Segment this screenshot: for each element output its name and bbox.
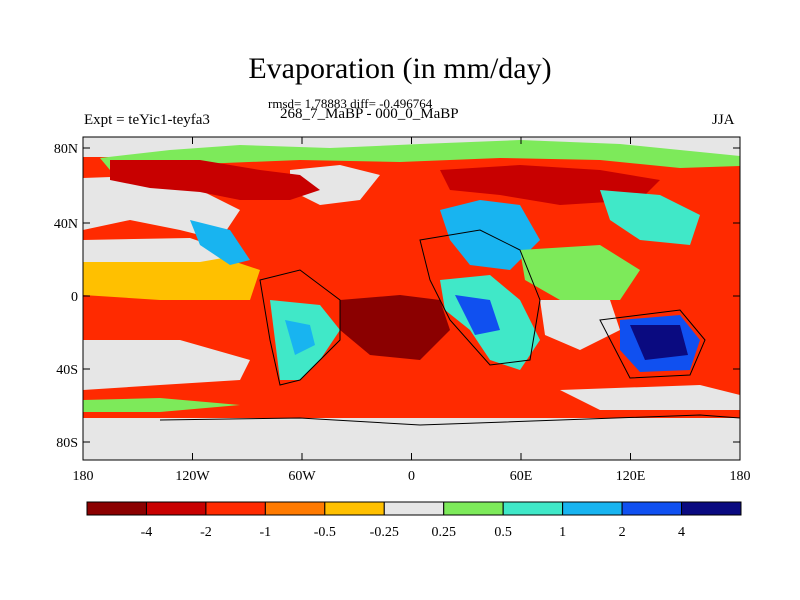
colorbar-label: 1: [559, 525, 566, 540]
rmsd-diff-stats: rmsd= 1.78883 diff= -0.496764: [268, 96, 433, 111]
lat-tick-label: 0: [71, 290, 78, 305]
colorbar-swatch: [86, 501, 147, 516]
lon-tick-label: 180: [730, 469, 751, 484]
east-asia-land: [600, 190, 700, 245]
central-america-land: [190, 220, 250, 265]
colorbar-label: 2: [619, 525, 626, 540]
colorbar-swatch: [324, 501, 385, 516]
colorbar-label: -4: [141, 525, 153, 540]
colorbar-swatch: [383, 501, 445, 516]
lat-tick-label: 80N: [54, 142, 78, 157]
lon-tick-label: 0: [408, 469, 415, 484]
africa-core: [455, 295, 500, 335]
central-dark-region: [340, 295, 450, 360]
colorbar-label: 4: [678, 525, 685, 540]
south-indian-neutral: [560, 385, 740, 410]
colorbar-label: -1: [260, 525, 272, 540]
plot-title: Evaporation (in mm/day): [248, 52, 552, 85]
north-america-land: [110, 160, 320, 200]
colorbar-swatch: [205, 501, 266, 516]
tropical-pacific-band: [83, 250, 260, 300]
colorbar-swatch: [621, 501, 683, 516]
australia-core: [630, 325, 688, 360]
axis-ticks: 80N 40N 0 40S 80S 180 120W 60W 0 60E 120E 180: [54, 137, 751, 484]
colorbar-swatch: [443, 501, 504, 516]
colorbar-swatch: [562, 501, 623, 516]
south-asia-land: [520, 245, 640, 300]
colorbar-swatch: [145, 501, 207, 516]
colorbar-swatch: [264, 501, 326, 516]
coastline: [159, 229, 740, 426]
season-label: JJA: [712, 112, 735, 128]
colorbar-label: 0.5: [494, 525, 512, 540]
map-field: [83, 137, 740, 460]
south-america-core: [285, 320, 315, 355]
experiment-label: Expt = teYic1-teyfa3: [84, 112, 210, 128]
lat-tick-label: 40S: [56, 363, 78, 378]
lat-tick-label: 80S: [56, 436, 78, 451]
polar-green-band: [100, 140, 740, 170]
colorbar-label: 0.25: [431, 525, 456, 540]
lat-tick-label: 40N: [54, 217, 78, 232]
colorbar-swatch: [681, 501, 742, 516]
lon-tick-label: 60E: [510, 469, 533, 484]
colorbar-label: -0.5: [314, 525, 336, 540]
south-pacific-neutral: [83, 340, 250, 390]
lon-tick-label: 120W: [175, 469, 210, 484]
indian-ocean-neutral: [540, 300, 620, 350]
lon-tick-label: 60W: [288, 469, 316, 484]
lon-tick-label: 180: [73, 469, 94, 484]
colorbar-label: -2: [200, 525, 212, 540]
period-label: 268_7_MaBP - 000_0_MaBP: [280, 106, 459, 122]
colorbar-swatch: [502, 501, 564, 516]
north-atlantic-neutral: [290, 165, 380, 205]
colorbar-label: -0.25: [370, 525, 399, 540]
colorbar: -4 -2 -1 -0.5 -0.25 0.25 0.5 1 2 4: [86, 501, 742, 540]
southern-green-band: [83, 398, 240, 412]
lon-tick-label: 120E: [616, 469, 646, 484]
